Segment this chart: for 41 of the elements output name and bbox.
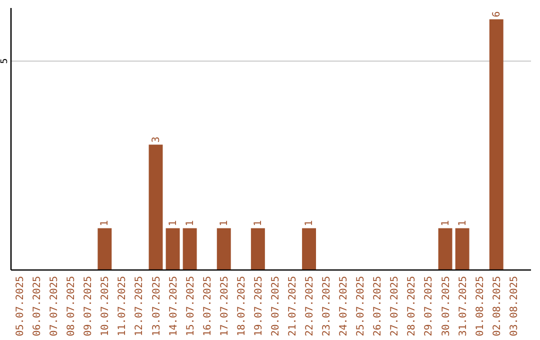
x-tick-label: 10.07.2025	[100, 276, 112, 336]
x-tick-label: 28.07.2025	[406, 276, 418, 336]
x-tick-label: 03.08.2025	[508, 276, 520, 336]
data-label: 1	[457, 220, 468, 226]
x-tick-label: 26.07.2025	[372, 276, 384, 336]
x-tick-label: 06.07.2025	[32, 276, 44, 336]
data-label: 3	[150, 136, 162, 143]
x-tick-label: 17.07.2025	[219, 276, 230, 336]
x-tick-label: 19.07.2025	[253, 276, 264, 336]
x-tick-label: 22.07.2025	[304, 276, 316, 336]
x-tick-label: 27.07.2025	[390, 276, 401, 336]
x-tick-label: 13.07.2025	[151, 276, 162, 336]
data-label: 1	[168, 220, 179, 226]
x-tick-label: 18.07.2025	[236, 276, 248, 336]
x-tick-label: 08.07.2025	[66, 276, 78, 336]
x-tick-label: 24.07.2025	[338, 276, 350, 336]
x-tick-label: 21.07.2025	[287, 276, 298, 336]
x-tick-label: 12.07.2025	[134, 276, 146, 336]
x-tick-label: 31.07.2025	[458, 276, 469, 336]
data-label: 1	[304, 220, 316, 226]
x-tick-label: 23.07.2025	[322, 276, 333, 336]
x-tick-label: 11.07.2025	[117, 276, 128, 336]
x-tick-label: 02.08.2025	[492, 276, 503, 336]
x-tick-label: 01.08.2025	[474, 276, 486, 336]
x-tick-label: 15.07.2025	[185, 276, 196, 336]
x-tick-label: 14.07.2025	[168, 276, 180, 336]
data-label: 6	[491, 11, 502, 18]
data-label: 1	[100, 220, 111, 226]
x-tick-label: 25.07.2025	[356, 276, 367, 336]
x-tick-label: 07.07.2025	[49, 276, 60, 336]
data-label: 1	[184, 220, 196, 226]
x-tick-label: 05.07.2025	[15, 276, 26, 336]
x-tick-label: 09.07.2025	[83, 276, 94, 336]
x-tick-label: 20.07.2025	[270, 276, 282, 336]
y-tick-label: 5	[0, 58, 10, 64]
data-label: 1	[218, 220, 230, 226]
x-tick-label: 16.07.2025	[202, 276, 214, 336]
data-label: 1	[440, 220, 452, 226]
data-label: 1	[252, 220, 264, 226]
x-tick-label: 29.07.2025	[424, 276, 435, 336]
x-tick-label: 30.07.2025	[440, 276, 452, 336]
